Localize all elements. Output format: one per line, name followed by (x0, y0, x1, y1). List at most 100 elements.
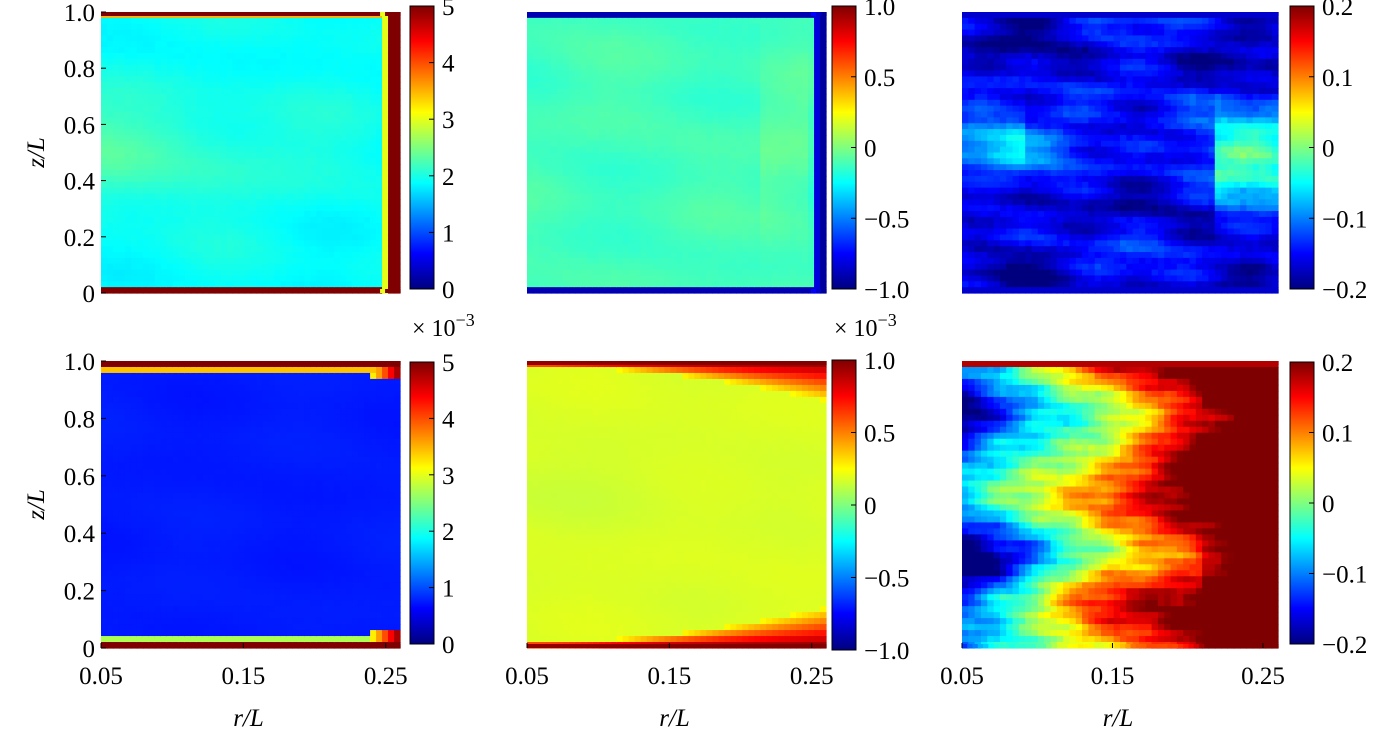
colorbar-tick-label: 3 (442, 107, 455, 134)
heatmap-cell (208, 29, 216, 37)
heatmap-cell (802, 117, 809, 124)
heatmap-cell (220, 181, 228, 189)
heatmap-cell (154, 111, 162, 118)
heatmap-cell (178, 187, 186, 195)
heatmap-cell (706, 246, 713, 253)
heatmap-cell (598, 58, 606, 66)
heatmap-cell (760, 23, 767, 31)
wall-top-strip (531, 12, 538, 16)
heatmap-cell (382, 134, 389, 142)
heatmap-cell (682, 222, 690, 230)
heatmap-cell (172, 117, 180, 124)
heatmap-cell (784, 193, 791, 200)
wall-top-strip (130, 12, 137, 16)
heatmap-cell (196, 216, 204, 224)
heatmap-cell (310, 234, 317, 241)
heatmap-cell (550, 82, 558, 89)
heatmap-cell (274, 199, 281, 206)
heatmap-cell (184, 70, 192, 77)
heatmap-cell (556, 93, 564, 101)
heatmap-cell (130, 29, 138, 37)
heatmap-cell (730, 158, 737, 165)
heatmap-cell (202, 35, 210, 42)
heatmap-cell (238, 76, 246, 83)
heatmap-cell (352, 246, 359, 253)
heatmap-cell (778, 246, 785, 253)
heatmap-cell (376, 134, 383, 142)
heatmap-cell (250, 88, 258, 95)
heatmap-cell (784, 70, 791, 77)
heatmap-cell (208, 93, 216, 101)
heatmap-cell (736, 164, 743, 171)
heatmap-cell (658, 275, 666, 282)
heatmap-cell (790, 82, 797, 89)
heatmap-cell (754, 175, 761, 183)
heatmap-cell (334, 281, 341, 288)
heatmap-cell (820, 216, 827, 224)
heatmap-cell (184, 199, 192, 206)
heatmap-cell (550, 93, 558, 101)
heatmap-cell (346, 88, 353, 95)
heatmap-cell (568, 152, 576, 159)
heatmap-cell (310, 134, 317, 142)
heatmap-cell (688, 187, 696, 195)
heatmap-cell (364, 193, 371, 200)
heatmap-cell (346, 263, 353, 271)
heatmap-cell (154, 216, 162, 224)
heatmap-cell (598, 105, 606, 113)
heatmap-cell (118, 117, 126, 124)
heatmap-cell (328, 199, 335, 206)
heatmap-cell (688, 129, 696, 136)
heatmap-cell (538, 134, 546, 142)
heatmap-cell (256, 123, 264, 130)
heatmap-cell (190, 146, 198, 154)
heatmap-cell (202, 275, 210, 282)
heatmap-cell (280, 234, 287, 241)
heatmap-cell (112, 193, 120, 200)
heatmap-cell (358, 281, 365, 288)
wall-top-strip (140, 12, 147, 16)
heatmap-cell (568, 170, 576, 177)
heatmap-cell (766, 88, 773, 95)
heatmap-cell (184, 146, 192, 154)
heatmap-cell (550, 158, 558, 165)
heatmap-cell (268, 111, 276, 118)
heatmap-cell (646, 193, 654, 200)
heatmap-cell (772, 170, 779, 177)
heatmap-cell (250, 134, 258, 142)
heatmap-cell (820, 252, 827, 259)
heatmap-cell (550, 252, 558, 259)
heatmap-cell (634, 129, 642, 136)
heatmap-cell (358, 88, 365, 95)
heatmap-cell (370, 187, 377, 195)
heatmap-cell (670, 216, 678, 224)
heatmap-cell (688, 111, 696, 118)
heatmap-cell (628, 47, 636, 54)
heatmap-cell (214, 175, 222, 183)
heatmap-cell (640, 152, 648, 159)
heatmap-cell (292, 52, 299, 60)
heatmap-cell (562, 52, 570, 60)
heatmap-cell (527, 216, 534, 224)
heatmap-cell (238, 152, 246, 159)
heatmap-cell (364, 134, 371, 142)
heatmap-cell (556, 146, 564, 154)
heatmap-cell (142, 252, 150, 259)
heatmap-cell (772, 17, 779, 25)
heatmap-cell (298, 181, 305, 189)
heatmap-cell (628, 187, 636, 195)
heatmap-cell (202, 175, 210, 183)
heatmap-cell (316, 199, 323, 206)
heatmap-cell (790, 205, 797, 212)
heatmap-cell (538, 58, 546, 66)
heatmap-cell (112, 117, 120, 124)
heatmap-cell (616, 58, 624, 66)
heatmap-cell (592, 240, 600, 247)
heatmap-cell (796, 193, 803, 200)
heatmap-cell (232, 41, 240, 48)
heatmap-cell (154, 146, 162, 154)
heatmap-cell (700, 146, 707, 154)
heatmap-cell (622, 111, 630, 118)
heatmap-cell (736, 170, 743, 177)
heatmap-cell (688, 29, 696, 37)
